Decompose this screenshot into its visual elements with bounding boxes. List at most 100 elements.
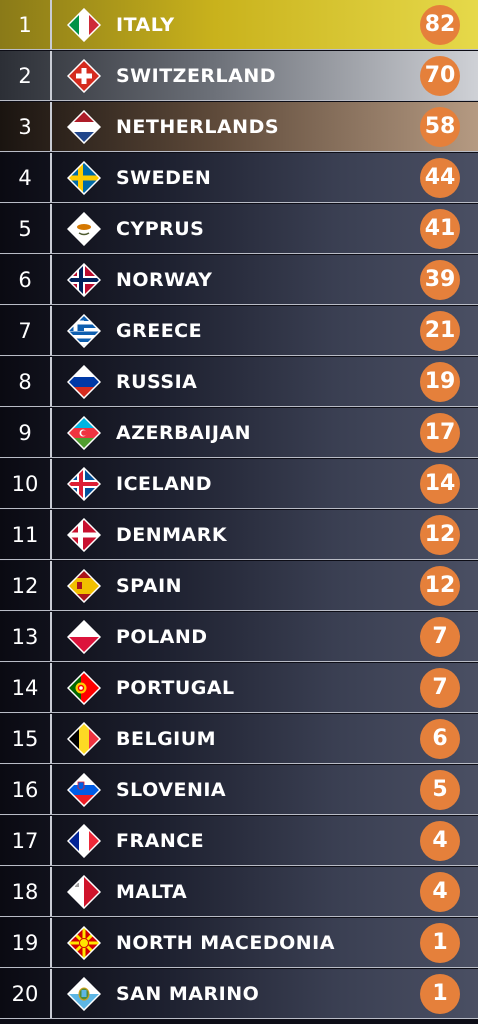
scoreboard-row-4: 4 SWEDEN 44 [0,153,478,203]
score-badge: 14 [420,463,460,504]
country-name: MALTA [116,880,188,903]
country-name: ICELAND [116,472,212,495]
rank-number: 19 [0,918,52,967]
country-name: SLOVENIA [116,778,227,801]
slovenia-flag-icon [67,772,101,807]
score-badge: 6 [420,718,460,759]
scoreboard-row-18: 18 MALTA 4 [0,867,478,917]
score-badge: 39 [420,259,460,300]
scoreboard-row-12: 12 SPAIN 12 [0,561,478,611]
azerbaijan-flag-icon [67,415,101,450]
rank-number: 3 [0,102,52,151]
country-name: NETHERLANDS [116,115,280,138]
france-flag-icon [67,823,101,858]
country-name: BELGIUM [116,727,217,750]
score-badge: 1 [420,922,460,963]
scoreboard-row-13: 13 POLAND 7 [0,612,478,662]
sweden-flag-icon [67,160,101,195]
country-name: NORWAY [116,268,213,291]
scoreboard-row-14: 14 PORTUGAL 7 [0,663,478,713]
rank-number: 17 [0,816,52,865]
rank-number: 1 [0,0,52,49]
italy-flag-icon [67,7,101,42]
rank-number: 14 [0,663,52,712]
rank-number: 11 [0,510,52,559]
rank-number: 20 [0,969,52,1018]
russia-flag-icon [67,364,101,399]
country-name: PORTUGAL [116,676,235,699]
country-name: POLAND [116,625,208,648]
scoreboard-row-9: 9 AZERBAIJAN 17 [0,408,478,458]
rank-number: 2 [0,51,52,100]
iceland-flag-icon [67,466,101,501]
score-badge: 58 [420,106,460,147]
spain-flag-icon [67,568,101,603]
country-name: AZERBAIJAN [116,421,252,444]
score-badge: 12 [420,565,460,606]
country-name: GREECE [116,319,203,342]
greece-flag-icon [67,313,101,348]
north-macedonia-flag-icon [67,925,101,960]
portugal-flag-icon [67,670,101,705]
malta-flag-icon [67,874,101,909]
score-badge: 21 [420,310,460,351]
score-badge: 17 [420,412,460,453]
score-badge: 19 [420,361,460,402]
score-badge: 12 [420,514,460,555]
scoreboard-row-8: 8 RUSSIA 19 [0,357,478,407]
score-badge: 44 [420,157,460,198]
country-name: SPAIN [116,574,183,597]
scoreboard-row-2: 2 SWITZERLAND 70 [0,51,478,101]
rank-number: 5 [0,204,52,253]
rank-number: 16 [0,765,52,814]
rank-number: 18 [0,867,52,916]
country-name: SWEDEN [116,166,212,189]
score-badge: 70 [420,55,460,96]
country-name: SWITZERLAND [116,64,277,87]
scoreboard-row-10: 10 ICELAND 14 [0,459,478,509]
scoreboard-row-16: 16 SLOVENIA 5 [0,765,478,815]
score-badge: 7 [420,616,460,657]
scoreboard-row-3: 3 NETHERLANDS 58 [0,102,478,152]
rank-number: 9 [0,408,52,457]
scoreboard-row-19: 19 [0,918,478,968]
switzerland-flag-icon [67,58,101,93]
scoreboard-row-17: 17 FRANCE 4 [0,816,478,866]
scoreboard-row-6: 6 NORWAY 39 [0,255,478,305]
scoreboard-row-1: 1 ITALY 82 [0,0,478,50]
scoreboard-row-11: 11 DENMARK 12 [0,510,478,560]
cyprus-flag-icon [67,211,101,246]
country-name: ITALY [116,13,175,36]
denmark-flag-icon [67,517,101,552]
rank-number: 4 [0,153,52,202]
rank-number: 13 [0,612,52,661]
country-name: DENMARK [116,523,228,546]
score-badge: 5 [420,769,460,810]
score-badge: 7 [420,667,460,708]
rank-number: 12 [0,561,52,610]
score-badge: 1 [420,973,460,1014]
country-name: FRANCE [116,829,205,852]
country-name: CYPRUS [116,217,205,240]
rank-number: 8 [0,357,52,406]
norway-flag-icon [67,262,101,297]
scoreboard-row-20: 20 SAN MARINO 1 [0,969,478,1019]
rank-number: 10 [0,459,52,508]
rank-number: 6 [0,255,52,304]
country-name: SAN MARINO [116,982,260,1005]
belgium-flag-icon [67,721,101,756]
score-badge: 41 [420,208,460,249]
scoreboard-row-5: 5 CYPRUS 41 [0,204,478,254]
san-marino-flag-icon [67,976,101,1011]
score-badge: 82 [420,4,460,45]
country-name: RUSSIA [116,370,198,393]
scoreboard-row-15: 15 BELGIUM 6 [0,714,478,764]
country-name: NORTH MACEDONIA [116,931,335,954]
netherlands-flag-icon [67,109,101,144]
poland-flag-icon [67,619,101,654]
rank-number: 7 [0,306,52,355]
score-badge: 4 [420,820,460,861]
rank-number: 15 [0,714,52,763]
score-badge: 4 [420,871,460,912]
